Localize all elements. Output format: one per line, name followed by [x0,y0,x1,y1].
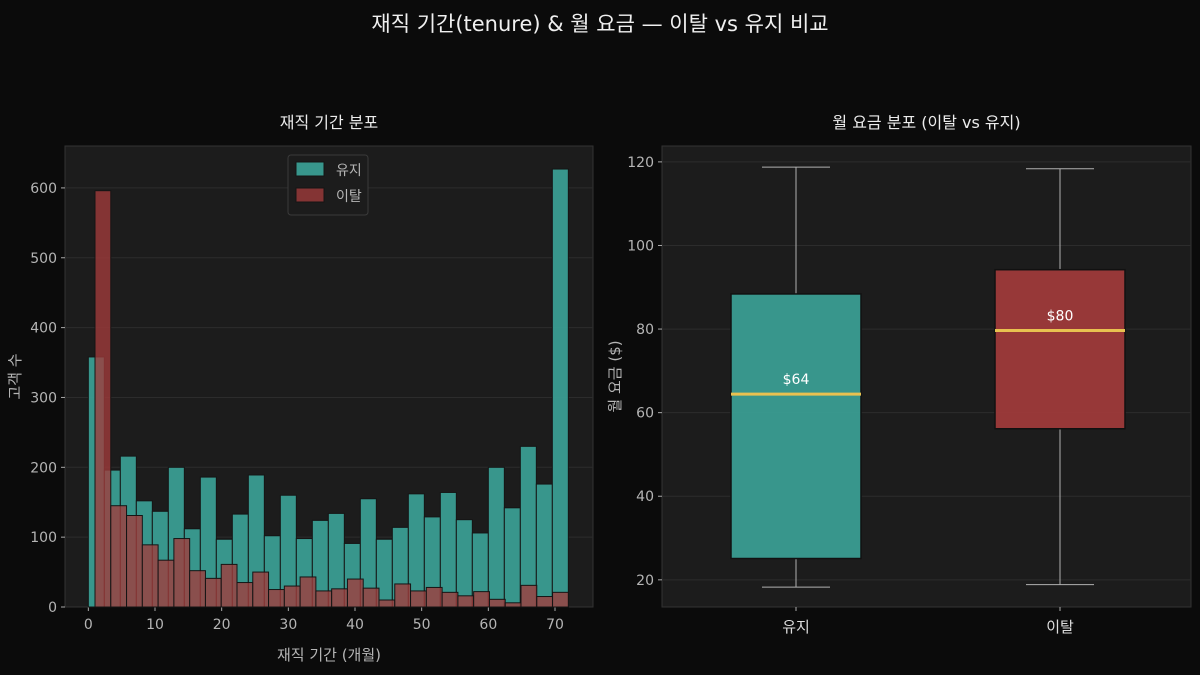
retain-bar [503,507,521,608]
churn-bar [536,596,554,608]
hist-ytick-label: 300 [30,390,57,406]
churn-bar [252,571,270,608]
retain-bar [455,519,473,608]
hist-ylabel: 고객 수 [6,353,24,399]
box-ytick-label: 120 [627,155,654,171]
churn-median-label: $80 [1047,309,1074,325]
box-ytick-label: 80 [636,322,654,338]
churn-bar [110,505,128,608]
churn-bar [220,563,238,608]
retain-bar [551,168,569,608]
legend-churn-swatch [295,187,325,203]
churn-bar [94,190,112,608]
churn-bar [299,576,317,608]
churn-bar [378,599,396,608]
churn-bar [473,591,490,608]
churn-bar [189,570,206,608]
box-title: 월 요금 분포 (이탈 vs 유지) [832,113,1020,132]
hist-ytick-label: 500 [30,251,57,267]
box-ytick-label: 60 [636,406,654,422]
box-ylabel: 월 요금 ($) [606,340,624,412]
hist-xtick-label: 30 [279,617,297,633]
hist-ytick-label: 200 [30,460,57,476]
churn-bar [410,590,427,608]
hist-xtick-label: 10 [146,617,164,633]
legend-retain-label: 유지 [336,163,362,179]
box-ytick-label: 20 [636,573,654,589]
churn-bar [441,591,459,608]
churn-bar [157,559,175,608]
hist-ytick-label: 0 [48,600,57,616]
churn-bar [504,602,522,608]
box-ytick-label: 100 [627,238,654,254]
legend-retain-swatch [295,161,325,177]
churn-bar [552,591,569,608]
retain-bar [535,483,553,608]
churn-bar [268,589,285,608]
churn-bar [283,585,301,608]
hist-ytick-label: 600 [30,181,57,197]
hist-xtick-label: 40 [346,617,364,633]
churn-bar [315,590,333,608]
churn-bar [141,544,159,608]
churn-bar [425,586,443,608]
churn-bar [362,587,380,608]
retain-bar [487,466,505,608]
hist-xtick-label: 50 [413,617,431,633]
churn-bar [204,577,222,608]
churn-box [994,268,1126,430]
retain-median-label: $64 [783,372,810,388]
churn-bar [520,584,538,608]
churn-bar [331,588,348,608]
legend-churn-label: 이탈 [336,189,362,205]
churn-bar [173,538,191,608]
box-xtick-label: 이탈 [1046,618,1074,636]
hist-xtick-label: 60 [479,617,497,633]
churn-bar [488,598,506,608]
retain-bar [439,491,457,608]
churn-bar [346,578,364,608]
box-xtick-label: 유지 [782,618,810,636]
hist-ytick-label: 400 [30,321,57,337]
churn-bar [236,582,254,608]
hist-title: 재직 기간 분포 [280,113,379,132]
hist-ytick-label: 100 [30,530,57,546]
hist-xlabel: 재직 기간 (개월) [277,646,381,664]
retain-box [730,293,862,560]
hist-xtick-label: 20 [213,617,231,633]
churn-bar [457,595,475,608]
churn-bar [394,583,412,608]
hist-xtick-label: 70 [546,617,564,633]
churn-bar [126,514,143,608]
box-ytick-label: 40 [636,489,654,505]
retain-bar [519,445,537,608]
hist-xtick-label: 0 [84,617,93,633]
main-title: 재직 기간(tenure) & 월 요금 — 이탈 vs 유지 비교 [371,12,829,36]
